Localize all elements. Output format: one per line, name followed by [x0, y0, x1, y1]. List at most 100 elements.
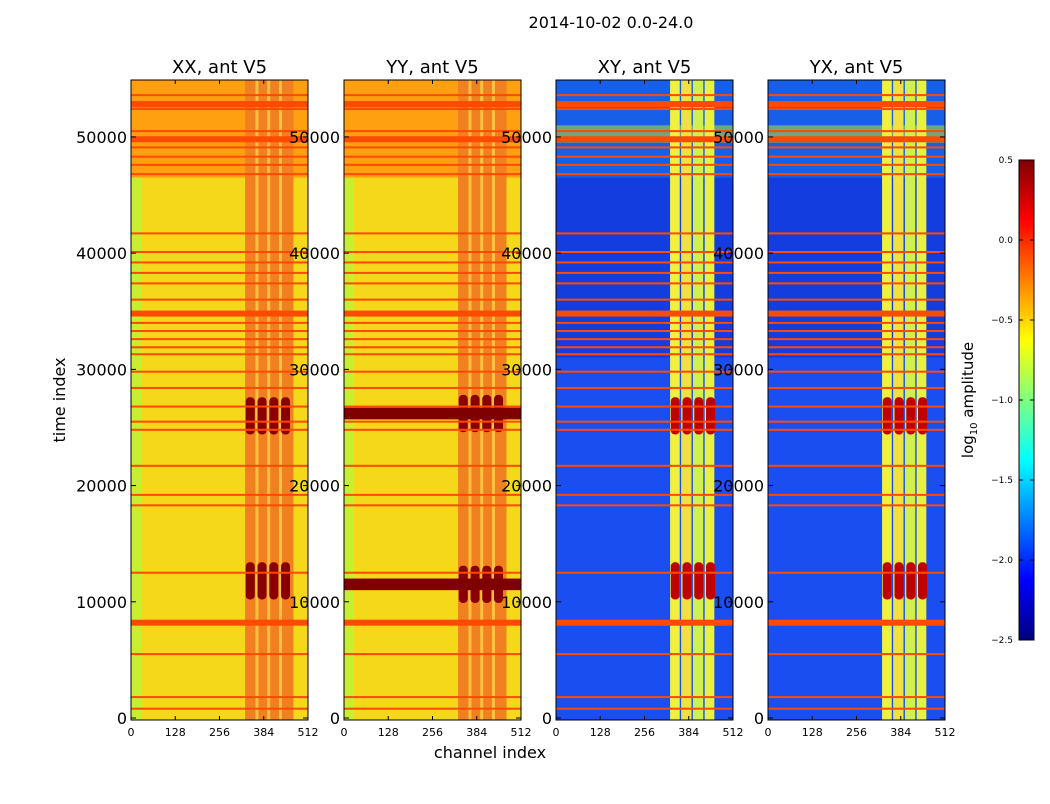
x-tick-label: 0 — [553, 726, 560, 739]
y-tick-label: 40000 — [76, 244, 127, 263]
bright-emission-block — [281, 562, 291, 600]
flagged-row — [556, 504, 733, 507]
flagged-row — [344, 94, 521, 97]
flagged-row — [131, 696, 308, 699]
channel-gap-stripe — [255, 80, 259, 720]
channel-gap-stripe — [480, 80, 484, 720]
heatmap — [131, 80, 308, 720]
heatmap — [768, 80, 945, 720]
channel-gap-stripe — [267, 80, 271, 720]
flagged-row-thick — [556, 310, 733, 317]
flagged-row — [344, 338, 521, 341]
colorbar-label: log10 amplitude — [959, 342, 980, 458]
colorbar-tick-label: 0.5 — [999, 156, 1013, 166]
x-tick-label: 384 — [678, 726, 699, 739]
y-tick-label: 0 — [542, 709, 552, 728]
panel-title: XY, ant V5 — [598, 57, 692, 78]
heatmap-edge-band — [344, 80, 354, 720]
flagged-row — [768, 405, 945, 408]
flagged-row — [768, 493, 945, 496]
flagged-row — [768, 420, 945, 423]
flagged-row — [556, 405, 733, 408]
channel-gap-stripe — [278, 80, 282, 720]
flagged-row — [344, 428, 521, 431]
flagged-row — [556, 173, 733, 176]
flagged-row — [131, 232, 308, 235]
flagged-row — [344, 298, 521, 301]
flagged-row — [556, 353, 733, 356]
flagged-row — [768, 94, 945, 97]
flagged-row-thick — [131, 101, 308, 108]
y-tick-label: 30000 — [713, 360, 764, 379]
flagged-row — [131, 173, 308, 176]
panel-xy: XY, ant V5 0 128 256 384 512 0 10000 20000 30000 4… — [501, 57, 743, 739]
x-tick-label: 128 — [590, 726, 611, 739]
y-tick-label: 10000 — [289, 593, 340, 612]
flagged-row-thick — [344, 310, 521, 317]
flagged-row — [344, 108, 521, 111]
flagged-row — [344, 346, 521, 349]
flagged-row-thick — [131, 310, 308, 317]
y-tick-label: 40000 — [289, 244, 340, 263]
bright-emission-block — [918, 562, 928, 600]
flagged-row — [768, 250, 945, 253]
flagged-row — [344, 250, 521, 253]
flagged-row — [768, 173, 945, 176]
y-tick-label: 0 — [330, 709, 340, 728]
flagged-row — [768, 282, 945, 285]
heatmap-background — [768, 80, 945, 720]
x-tick-label: 0 — [341, 726, 348, 739]
flagged-row — [556, 108, 733, 111]
flagged-row — [768, 428, 945, 431]
flagged-row — [131, 346, 308, 349]
flagged-row — [344, 146, 521, 149]
flagged-row — [131, 271, 308, 274]
flagged-row — [131, 571, 308, 574]
flagged-row — [556, 130, 733, 133]
flagged-row — [768, 321, 945, 324]
flagged-row-thick — [344, 619, 521, 626]
flagged-row — [344, 707, 521, 710]
colorbar-tick-label: 0.0 — [999, 236, 1014, 246]
flagged-row — [768, 330, 945, 333]
y-tick-label: 0 — [117, 709, 127, 728]
flagged-row — [344, 696, 521, 699]
y-tick-label: 30000 — [289, 360, 340, 379]
panel-yx: YX, ant V5 0 128 256 384 512 0 10000 20000 30000 4… — [713, 57, 955, 739]
flagged-row — [768, 464, 945, 467]
flagged-row — [768, 653, 945, 656]
panel-title: YX, ant V5 — [809, 57, 904, 78]
flagged-row — [768, 130, 945, 133]
y-tick-label: 10000 — [501, 593, 552, 612]
x-tick-label: 512 — [511, 726, 532, 739]
flagged-row — [131, 504, 308, 507]
flagged-row — [344, 464, 521, 467]
flagged-row — [556, 696, 733, 699]
flagged-row-thick — [556, 136, 733, 143]
flagged-row — [131, 420, 308, 423]
flagged-row-thick — [556, 101, 733, 108]
flagged-row — [131, 464, 308, 467]
flagged-row — [768, 108, 945, 111]
y-tick-label: 50000 — [501, 128, 552, 147]
flagged-row — [768, 571, 945, 574]
flagged-row — [131, 108, 308, 111]
y-tick-label: 50000 — [76, 128, 127, 147]
flagged-row — [556, 464, 733, 467]
flagged-row — [131, 707, 308, 710]
flagged-row — [768, 386, 945, 389]
heatmap — [556, 80, 733, 720]
flagged-row — [344, 386, 521, 389]
x-tick-label: 384 — [890, 726, 911, 739]
flagged-row — [556, 94, 733, 97]
flagged-row-thick — [768, 136, 945, 143]
y-tick-label: 30000 — [76, 360, 127, 379]
flagged-row — [344, 571, 521, 574]
flagged-row — [131, 261, 308, 264]
heatmap-background — [556, 80, 733, 720]
bright-emission-block — [882, 562, 892, 600]
x-tick-label: 0 — [765, 726, 772, 739]
flagged-row-thick — [344, 136, 521, 143]
colorbar-tick-label: −1.0 — [991, 396, 1013, 406]
y-tick-label: 30000 — [501, 360, 552, 379]
